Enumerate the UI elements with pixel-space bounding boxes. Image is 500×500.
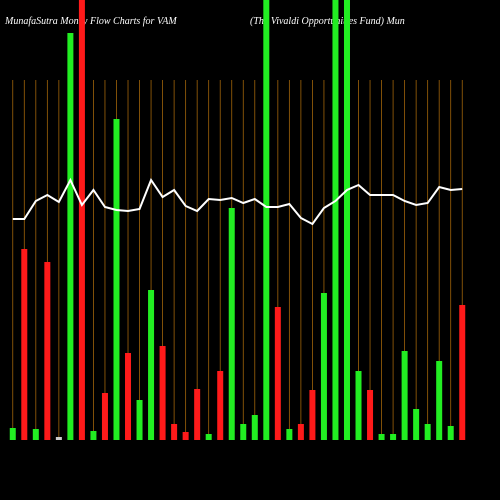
bar: [390, 434, 397, 440]
bar: [55, 437, 62, 440]
bar: [171, 424, 178, 440]
bar: [297, 424, 304, 440]
bar: [240, 424, 247, 440]
bar: [274, 307, 281, 440]
bar: [67, 33, 74, 440]
bar: [413, 409, 420, 440]
bar: [194, 389, 201, 440]
bar: [459, 305, 466, 440]
bar: [286, 429, 293, 440]
bar: [355, 371, 362, 440]
chart-title: MunafaSutra Money Flow Charts for VAM: [4, 16, 177, 27]
bar: [309, 390, 316, 440]
bar: [159, 346, 166, 440]
bar: [136, 400, 143, 440]
bar: [436, 361, 443, 440]
bar: [78, 0, 85, 440]
bar: [424, 424, 431, 440]
bar: [367, 390, 374, 440]
chart-subtitle: (The Vivaldi Opportunities Fund) Mun: [250, 16, 405, 27]
bar: [44, 262, 51, 440]
bar: [182, 432, 189, 440]
bar: [90, 431, 97, 440]
price-line: [12, 177, 463, 226]
bar: [205, 434, 212, 440]
bar: [148, 290, 155, 440]
bar: [113, 119, 120, 440]
bar: [217, 371, 224, 440]
bar: [263, 0, 270, 440]
bar: [401, 351, 408, 440]
bar: [32, 429, 39, 440]
bar: [101, 393, 108, 440]
bar: [21, 249, 28, 440]
bar: [320, 293, 327, 440]
bar: [251, 415, 258, 440]
bar: [378, 434, 385, 440]
bar: [125, 353, 132, 440]
bar: [332, 0, 339, 440]
bar: [447, 426, 454, 440]
bar: [9, 428, 16, 440]
bar: [228, 208, 235, 440]
bar: [343, 0, 350, 440]
